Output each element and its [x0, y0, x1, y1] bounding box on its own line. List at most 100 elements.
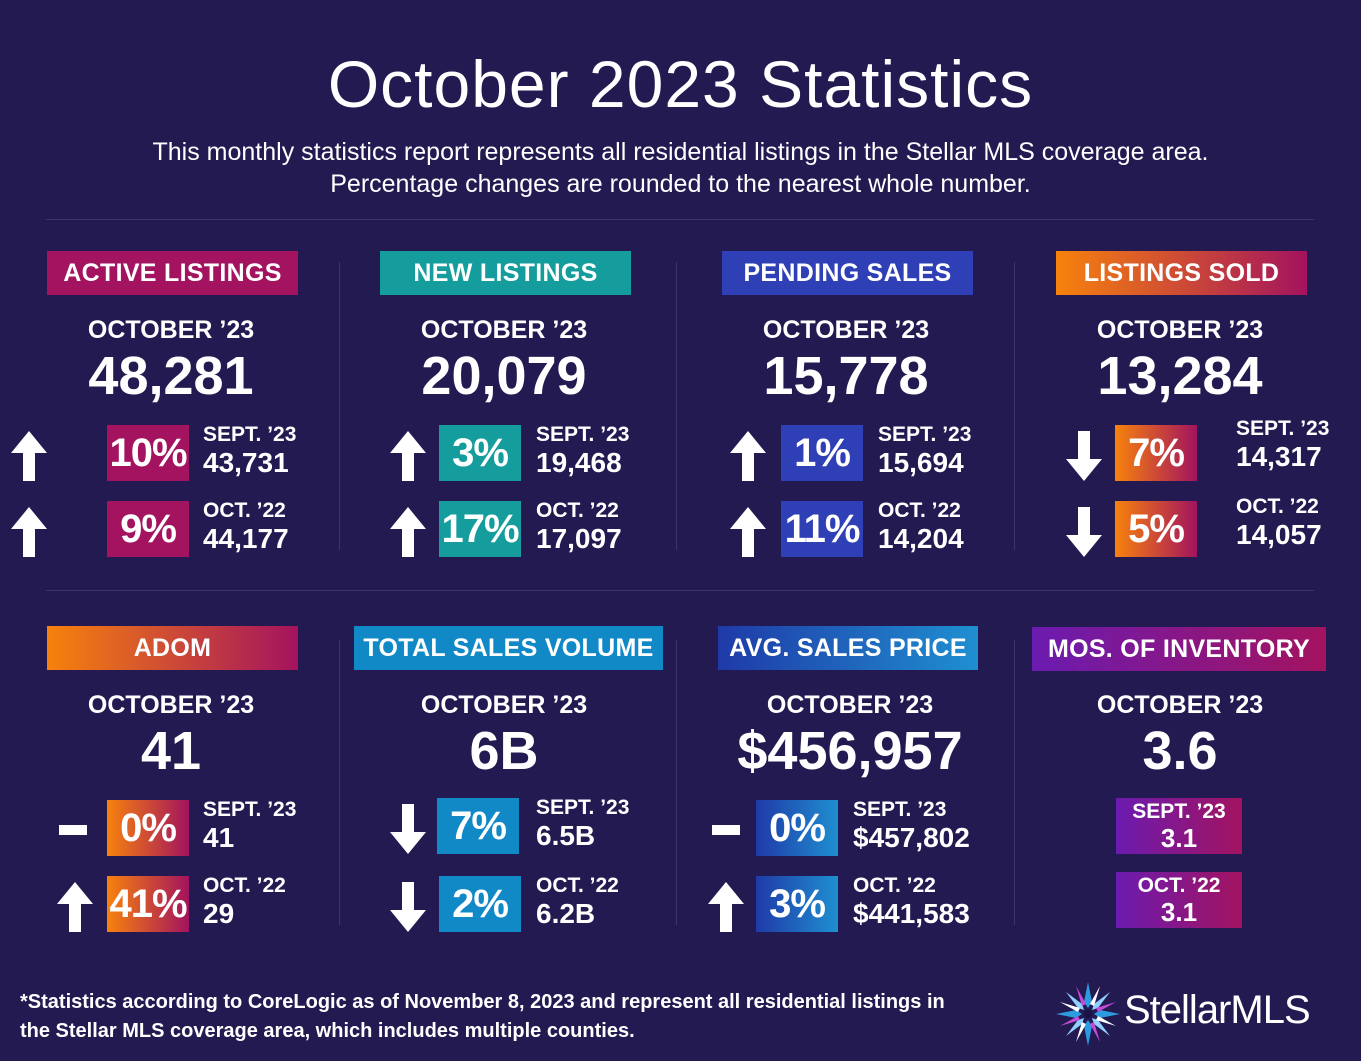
- compare-value: 29: [203, 898, 235, 929]
- compare-label: OCT. ’22: [536, 499, 619, 522]
- compare-value: 6.5B: [536, 820, 596, 851]
- compare-label: SEPT. ’23: [203, 798, 297, 821]
- stat-period: OCTOBER ’23: [420, 691, 588, 719]
- subtitle-line-1: This monthly statistics report represent…: [152, 138, 1209, 166]
- page-title: October 2023 Statistics: [327, 47, 1034, 121]
- compare-value: 44,177: [203, 523, 289, 554]
- stat-period: OCTOBER ’23: [1096, 691, 1264, 719]
- stat-period: OCTOBER ’23: [87, 691, 255, 719]
- compare-value: $457,802: [853, 822, 970, 853]
- column-divider: [339, 262, 340, 550]
- percent-change: 17%: [439, 501, 521, 557]
- stat-label: ACTIVE LISTINGS: [47, 251, 298, 295]
- comparison-box: OCT. ’22 3.1: [1116, 872, 1242, 928]
- compare-value: 41: [203, 822, 235, 853]
- stat-value: $456,957: [737, 721, 963, 781]
- stat-card-listings-sold: LISTINGS SOLD OCTOBER ’23 13,284 7% SEPT…: [1010, 0, 1350, 1061]
- compare-value: 3.1: [1160, 823, 1198, 853]
- percent-change: 7%: [1115, 425, 1197, 481]
- stat-period: OCTOBER ’23: [762, 316, 930, 344]
- stat-period: OCTOBER ’23: [766, 691, 934, 719]
- compare-label: OCT. ’22: [1137, 874, 1221, 897]
- stat-value: 20,079: [421, 346, 587, 406]
- compare-label: OCT. ’22: [878, 499, 961, 522]
- compare-label: SEPT. ’23: [536, 423, 630, 446]
- compare-label: SEPT. ’23: [536, 796, 630, 819]
- percent-change: 5%: [1115, 501, 1197, 557]
- compare-label: OCT. ’22: [203, 499, 286, 522]
- comparison-row: 17% OCT. ’22 17,097: [334, 499, 674, 557]
- percent-change: 41%: [107, 876, 189, 932]
- arrow-up-icon: [390, 507, 426, 557]
- compare-label: OCT. ’22: [1236, 495, 1319, 518]
- percent-change: 11%: [781, 501, 863, 557]
- compare-label: SEPT. ’23: [853, 798, 947, 821]
- column-divider: [1014, 640, 1015, 925]
- header-divider: [46, 219, 1314, 220]
- stat-value: 48,281: [88, 346, 254, 406]
- stat-card-months-of-inventory: MOS. OF INVENTORY OCTOBER ’23 3.6 SEPT. …: [1010, 0, 1350, 1061]
- footnote-line-2: the Stellar MLS coverage area, which inc…: [20, 1020, 635, 1042]
- compare-label: OCT. ’22: [853, 874, 936, 897]
- percent-change: 7%: [437, 798, 519, 854]
- arrow-down-icon: [390, 804, 426, 854]
- stat-card-active-listings: ACTIVE LISTINGS OCTOBER ’23 48,281 10% S…: [1, 0, 341, 1061]
- compare-label: SEPT. ’23: [1132, 800, 1226, 823]
- row-divider: [46, 590, 1314, 591]
- percent-change: 3%: [756, 876, 838, 932]
- stat-card-avg-sales-price: AVG. SALES PRICE OCTOBER ’23 $456,957 0%…: [680, 0, 1020, 1061]
- compare-value: 6.2B: [536, 898, 596, 929]
- stat-value: 13,284: [1097, 346, 1263, 406]
- comparison-box: SEPT. ’23 3.1: [1116, 798, 1242, 854]
- percent-change: 1%: [781, 425, 863, 481]
- stat-label: MOS. OF INVENTORY: [1032, 627, 1326, 671]
- stat-period: OCTOBER ’23: [1096, 316, 1264, 344]
- compare-value: 17,097: [536, 523, 622, 554]
- subtitle: This monthly statistics report represent…: [0, 136, 1361, 200]
- comparison-row: 7% SEPT. ’23 14,317: [1010, 417, 1350, 481]
- compare-value: 14,317: [1236, 441, 1322, 472]
- comparison-row: 41% OCT. ’22 29: [1, 874, 341, 932]
- compare-label: OCT. ’22: [203, 874, 286, 897]
- stat-label: AVG. SALES PRICE: [718, 626, 978, 670]
- compare-value: $441,583: [853, 898, 970, 929]
- compare-label: SEPT. ’23: [203, 423, 297, 446]
- comparison-row: 3% SEPT. ’23 19,468: [334, 423, 674, 481]
- column-divider: [339, 640, 340, 925]
- compare-value: 15,694: [878, 447, 964, 478]
- percent-change: 0%: [756, 800, 838, 856]
- arrow-up-icon: [11, 507, 47, 557]
- compare-label: SEPT. ’23: [1236, 417, 1330, 440]
- compare-label: SEPT. ’23: [878, 423, 972, 446]
- stat-card-new-listings: NEW LISTINGS OCTOBER ’23 20,079 3% SEPT.…: [334, 0, 674, 1061]
- stat-value: 6B: [469, 721, 539, 781]
- comparison-row: 10% SEPT. ’23 43,731: [1, 423, 341, 481]
- compare-value: 3.1: [1160, 897, 1198, 927]
- compare-value: 14,204: [878, 523, 964, 554]
- stat-period: OCTOBER ’23: [87, 316, 255, 344]
- stellar-mls-logo-icon: [1056, 982, 1120, 1046]
- percent-change: 3%: [439, 425, 521, 481]
- comparison-row: 1% SEPT. ’23 15,694: [676, 423, 1016, 481]
- comparison-row: 9% OCT. ’22 44,177: [1, 499, 341, 557]
- stat-value: 15,778: [763, 346, 929, 406]
- stat-card-pending-sales: PENDING SALES OCTOBER ’23 15,778 1% SEPT…: [676, 0, 1016, 1061]
- arrow-up-icon: [708, 882, 744, 932]
- arrow-down-icon: [1066, 431, 1102, 481]
- stat-label: ADOM: [47, 626, 298, 670]
- stat-label: TOTAL SALES VOLUME: [354, 626, 663, 670]
- arrow-up-icon: [730, 507, 766, 557]
- percent-change: 9%: [107, 501, 189, 557]
- stat-label: PENDING SALES: [722, 251, 973, 295]
- stellar-mls-logo-text: StellarMLS: [1124, 988, 1311, 1032]
- footnote-line-1: *Statistics according to CoreLogic as of…: [20, 991, 945, 1013]
- percent-change: 0%: [107, 800, 189, 856]
- comparison-row: 3% OCT. ’22 $441,583: [680, 874, 1020, 932]
- column-divider: [1014, 262, 1015, 550]
- comparison-row: 2% OCT. ’22 6.2B: [334, 874, 674, 932]
- percent-change: 2%: [439, 876, 521, 932]
- arrow-up-icon: [390, 431, 426, 481]
- comparison-row: 0% SEPT. ’23 $457,802: [680, 798, 1020, 856]
- subtitle-line-2: Percentage changes are rounded to the ne…: [330, 170, 1031, 198]
- stat-label: LISTINGS SOLD: [1056, 251, 1307, 295]
